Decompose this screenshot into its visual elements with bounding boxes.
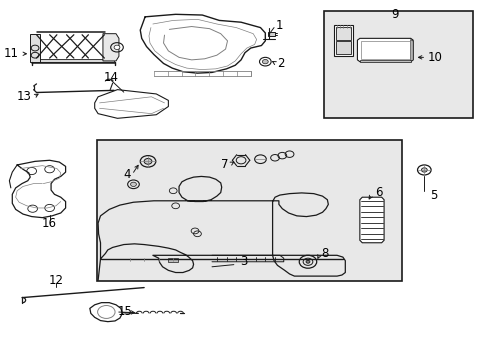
Polygon shape bbox=[90, 303, 122, 321]
Text: 5: 5 bbox=[429, 189, 436, 202]
Polygon shape bbox=[267, 32, 274, 36]
Text: 1: 1 bbox=[275, 19, 283, 32]
Circle shape bbox=[305, 260, 309, 263]
Bar bbox=[361, 41, 409, 59]
Polygon shape bbox=[360, 60, 410, 62]
Text: 6: 6 bbox=[375, 186, 382, 199]
Bar bbox=[97, 140, 401, 281]
Text: 2: 2 bbox=[277, 57, 285, 70]
Polygon shape bbox=[410, 40, 412, 62]
Text: 9: 9 bbox=[391, 8, 398, 21]
Polygon shape bbox=[103, 34, 119, 61]
Polygon shape bbox=[335, 41, 350, 54]
Polygon shape bbox=[30, 34, 40, 62]
Polygon shape bbox=[335, 27, 350, 40]
Text: 16: 16 bbox=[42, 217, 57, 230]
Circle shape bbox=[114, 45, 120, 49]
Circle shape bbox=[262, 59, 268, 64]
Text: 11: 11 bbox=[4, 47, 19, 60]
Polygon shape bbox=[168, 258, 178, 262]
Text: 13: 13 bbox=[17, 90, 32, 103]
Polygon shape bbox=[333, 25, 352, 56]
Text: 3: 3 bbox=[239, 255, 247, 268]
Text: 15: 15 bbox=[117, 306, 132, 319]
Text: 12: 12 bbox=[48, 274, 63, 287]
Text: 4: 4 bbox=[123, 168, 130, 181]
Text: 10: 10 bbox=[427, 51, 442, 64]
Circle shape bbox=[144, 158, 152, 164]
Polygon shape bbox=[34, 59, 114, 62]
Polygon shape bbox=[359, 197, 383, 243]
Circle shape bbox=[421, 168, 427, 172]
Text: 14: 14 bbox=[103, 71, 119, 84]
Circle shape bbox=[130, 182, 136, 186]
Text: 8: 8 bbox=[321, 247, 328, 260]
Text: 7: 7 bbox=[221, 158, 228, 171]
Bar bbox=[324, 11, 472, 118]
Polygon shape bbox=[95, 90, 168, 118]
Polygon shape bbox=[357, 39, 412, 62]
